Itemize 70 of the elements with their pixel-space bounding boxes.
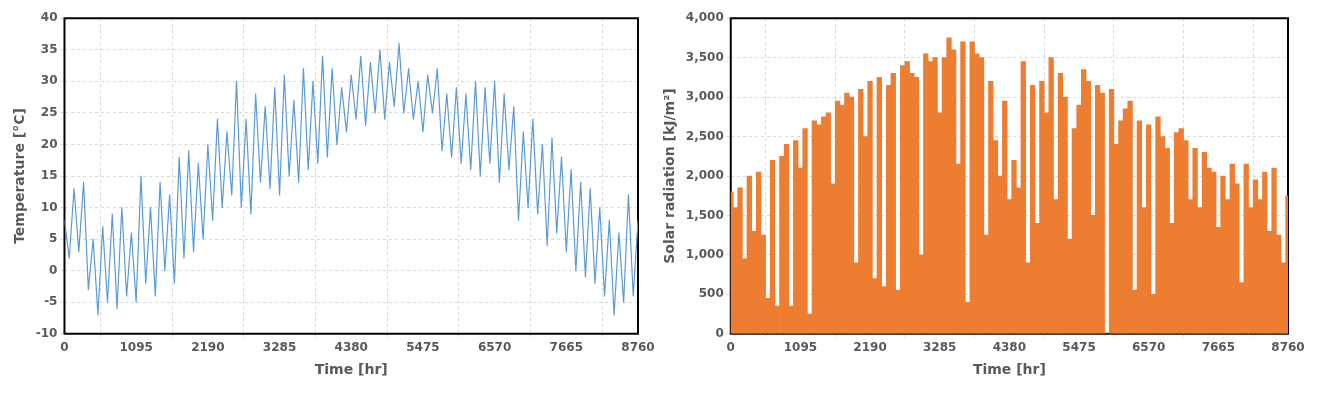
x-tick-label: 7665	[549, 340, 584, 355]
bar	[1155, 116, 1161, 334]
x-tick-label: 4380	[334, 340, 368, 355]
x-tick-label: 8760	[621, 340, 655, 355]
bar	[1011, 159, 1017, 334]
x-tick-label: 1095	[783, 340, 818, 355]
bar	[876, 77, 883, 334]
bar	[844, 92, 850, 334]
bar	[899, 65, 906, 334]
y-tick-label: -10	[35, 325, 58, 340]
x-tick-label: 0	[60, 340, 69, 355]
bar	[769, 159, 776, 334]
y-tick-label: 3,500	[685, 49, 724, 64]
y-tick-label: 35	[40, 41, 58, 56]
x-tick-label: 1095	[119, 340, 153, 355]
x-tick-label: 8760	[1271, 340, 1305, 355]
y-tick-label: 5	[49, 231, 58, 246]
x-axis-title: Time [hr]	[972, 361, 1046, 378]
y-tick-label: 10	[40, 199, 58, 214]
x-tick-label: 0	[726, 340, 735, 355]
bar	[1108, 88, 1115, 334]
x-tick-label: 2190	[853, 340, 887, 355]
bar	[978, 57, 985, 334]
y-tick-label: 500	[698, 286, 724, 301]
y-tick-label: 3,000	[685, 89, 724, 104]
bar	[1127, 100, 1133, 334]
y-tick-label: 1,500	[685, 207, 724, 222]
bar	[988, 80, 994, 334]
y-axis-title: Solar radiation [kJ/m²]	[661, 88, 678, 264]
bar	[1039, 80, 1045, 334]
y-tick-label: 15	[40, 168, 58, 183]
x-tick-label: 3285	[923, 340, 957, 355]
bar	[960, 41, 966, 334]
y-tick-label: 40	[40, 10, 58, 25]
bar	[1173, 132, 1180, 334]
x-tick-label: 6570	[1131, 340, 1166, 355]
bar	[1094, 84, 1101, 334]
bar	[867, 80, 873, 334]
x-tick-label: 7665	[1201, 340, 1236, 355]
bar	[1029, 84, 1036, 334]
x-tick-label: 2190	[191, 340, 225, 355]
x-axis-title: Time [hr]	[314, 361, 388, 378]
y-axis-title: Temperature [°C]	[11, 108, 28, 244]
y-tick-label: 1,000	[685, 247, 724, 262]
bar	[820, 116, 827, 334]
bar	[1192, 148, 1198, 334]
bar	[890, 73, 896, 334]
bar	[946, 37, 952, 334]
bar	[802, 128, 808, 334]
y-tick-label: 30	[40, 73, 58, 88]
bar	[755, 171, 762, 334]
bar	[737, 187, 743, 334]
y-tick-label: 2,000	[685, 168, 724, 183]
bar	[1271, 167, 1277, 334]
y-tick-label: 25	[40, 105, 58, 119]
y-tick-label: 0	[715, 325, 724, 340]
y-tick-label: 4,000	[685, 10, 724, 25]
y-tick-label: 2,500	[685, 128, 724, 143]
x-tick-label: 4380	[992, 340, 1027, 355]
bar	[783, 144, 790, 334]
x-tick-label: 5475	[1062, 340, 1096, 355]
x-tick-label: 6570	[477, 340, 512, 355]
y-tick-label: 20	[40, 136, 58, 151]
bar	[834, 100, 841, 334]
bar	[1220, 175, 1226, 334]
bar	[932, 57, 938, 334]
x-tick-label: 5475	[406, 340, 440, 355]
x-tick-label: 3285	[262, 340, 297, 355]
y-tick-label: 0	[49, 262, 58, 277]
y-tick-label: -5	[44, 294, 58, 309]
